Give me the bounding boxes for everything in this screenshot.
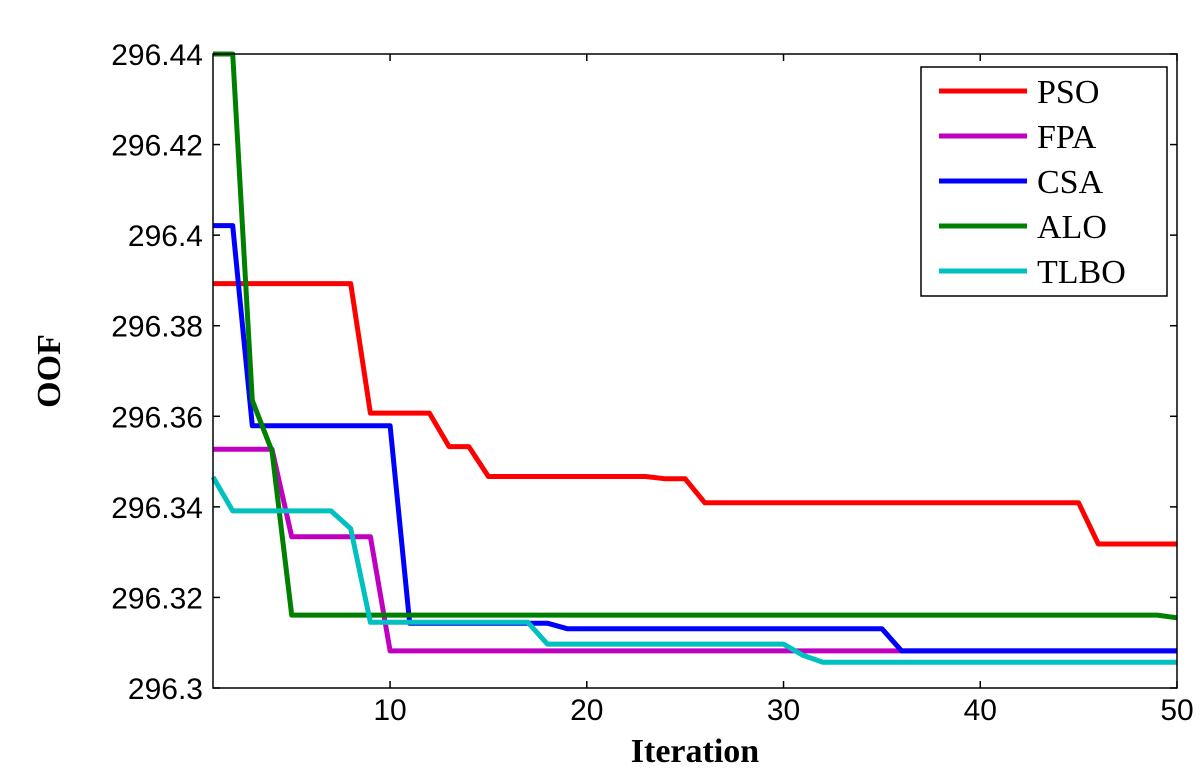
series-line-tlbo — [210, 475, 1177, 665]
series-line-fpa — [213, 446, 1177, 654]
y-tick-label: 296.3 — [128, 673, 203, 706]
tick-labels-layer: 10 20 30 40 50 296.3 296.32 296.34 296.36 296.38 2… — [111, 39, 1193, 727]
y-tick-label: 296.42 — [111, 130, 203, 163]
y-tick-label: 296.44 — [111, 39, 203, 72]
plot-frame — [212, 53, 1178, 689]
y-tick-label: 296.34 — [111, 492, 203, 525]
legend-label-csa: CSA — [1037, 164, 1104, 201]
legend-label-pso: PSO — [1037, 74, 1099, 111]
y-axis-title: OOF — [31, 334, 68, 408]
x-axis-title: Iteration — [631, 733, 760, 770]
y-tick-label: 296.32 — [111, 582, 203, 615]
y-tick-label: 296.36 — [111, 401, 203, 434]
x-tick-label: 20 — [570, 694, 603, 727]
x-tick-label: 50 — [1160, 694, 1193, 727]
legend-label-fpa: FPA — [1037, 119, 1097, 156]
legend: PSO FPA CSA ALO TLBO — [920, 66, 1168, 297]
y-tick-label: 296.38 — [111, 311, 203, 344]
legend-label-alo: ALO — [1037, 209, 1107, 246]
x-tick-label: 40 — [964, 694, 997, 727]
y-tick-label: 296.4 — [128, 220, 203, 253]
series-line-pso — [213, 281, 1177, 547]
x-tick-label: 10 — [373, 694, 406, 727]
ticks-layer — [213, 53, 1178, 689]
x-tick-label: 30 — [767, 694, 800, 727]
legend-label-tlbo: TLBO — [1037, 254, 1126, 291]
